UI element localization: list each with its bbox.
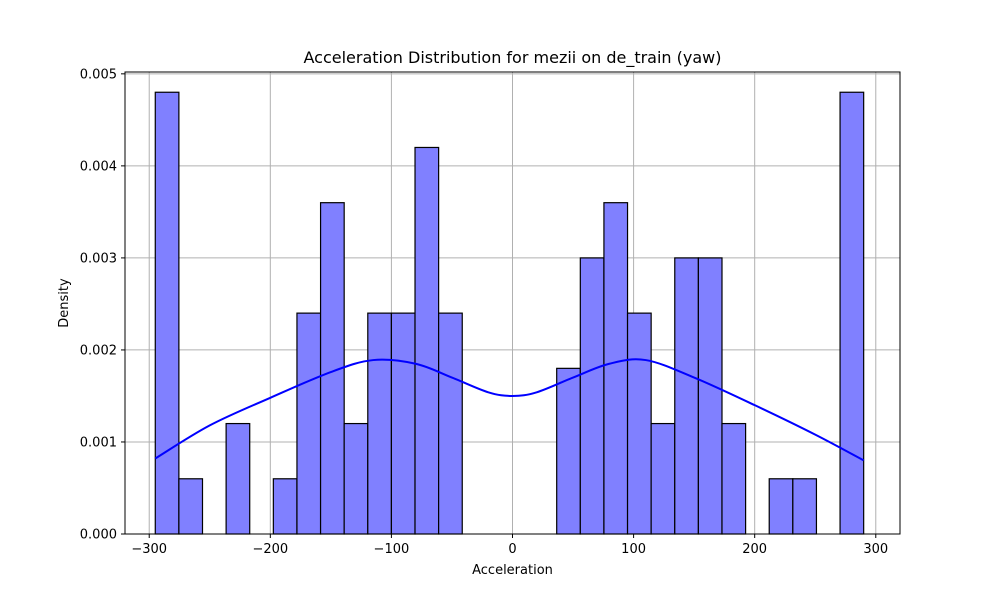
histogram-bar bbox=[296, 312, 322, 535]
histogram-bar bbox=[154, 91, 180, 535]
histogram-bar bbox=[178, 478, 204, 535]
histogram-bar bbox=[414, 146, 440, 535]
kde-curve-layer bbox=[154, 358, 865, 462]
histogram-bar bbox=[343, 422, 369, 535]
histogram-bar bbox=[721, 422, 747, 535]
x-axis-label: Acceleration bbox=[472, 563, 553, 578]
y-axis-ticks: 0.000 0.001 0.002 0.003 0.004 0.005 bbox=[80, 67, 125, 543]
x-tick-label: −200 bbox=[252, 542, 288, 557]
histogram-bar bbox=[556, 367, 581, 535]
y-tick-label: 0.003 bbox=[80, 251, 117, 266]
histogram-bar bbox=[697, 257, 723, 535]
histogram-bar bbox=[603, 202, 629, 535]
histogram-bar bbox=[792, 478, 818, 535]
chart-title: Acceleration Distribution for mezii on d… bbox=[303, 48, 721, 68]
y-tick-label: 0.005 bbox=[80, 67, 117, 82]
histogram-bar bbox=[674, 257, 699, 535]
y-tick-label: 0.002 bbox=[80, 343, 117, 358]
kde-line bbox=[154, 358, 865, 462]
x-tick-label: −100 bbox=[374, 542, 410, 557]
y-tick-label: 0.000 bbox=[80, 528, 117, 543]
x-tick-label: −300 bbox=[131, 542, 167, 557]
histogram-bar bbox=[225, 422, 251, 535]
histogram-bar bbox=[626, 312, 652, 535]
x-tick-label: 300 bbox=[863, 542, 888, 557]
y-axis-label: Density bbox=[57, 278, 72, 328]
x-tick-label: 0 bbox=[508, 542, 516, 557]
histogram-bar bbox=[390, 312, 416, 535]
histogram-bar bbox=[839, 91, 865, 535]
x-tick-label: 100 bbox=[621, 542, 646, 557]
x-tick-label: 200 bbox=[742, 542, 767, 557]
histogram-bar bbox=[438, 312, 463, 535]
y-tick-label: 0.001 bbox=[80, 435, 117, 450]
x-axis-ticks: −300 −200 −100 0 100 200 300 bbox=[131, 534, 888, 557]
histogram-bar bbox=[768, 478, 794, 535]
histogram-bar bbox=[272, 478, 298, 535]
histogram-bar bbox=[579, 257, 605, 535]
histogram-bar bbox=[650, 422, 676, 535]
y-tick-label: 0.004 bbox=[80, 159, 117, 174]
histogram-bar bbox=[367, 312, 393, 535]
histogram-bars bbox=[154, 91, 865, 535]
